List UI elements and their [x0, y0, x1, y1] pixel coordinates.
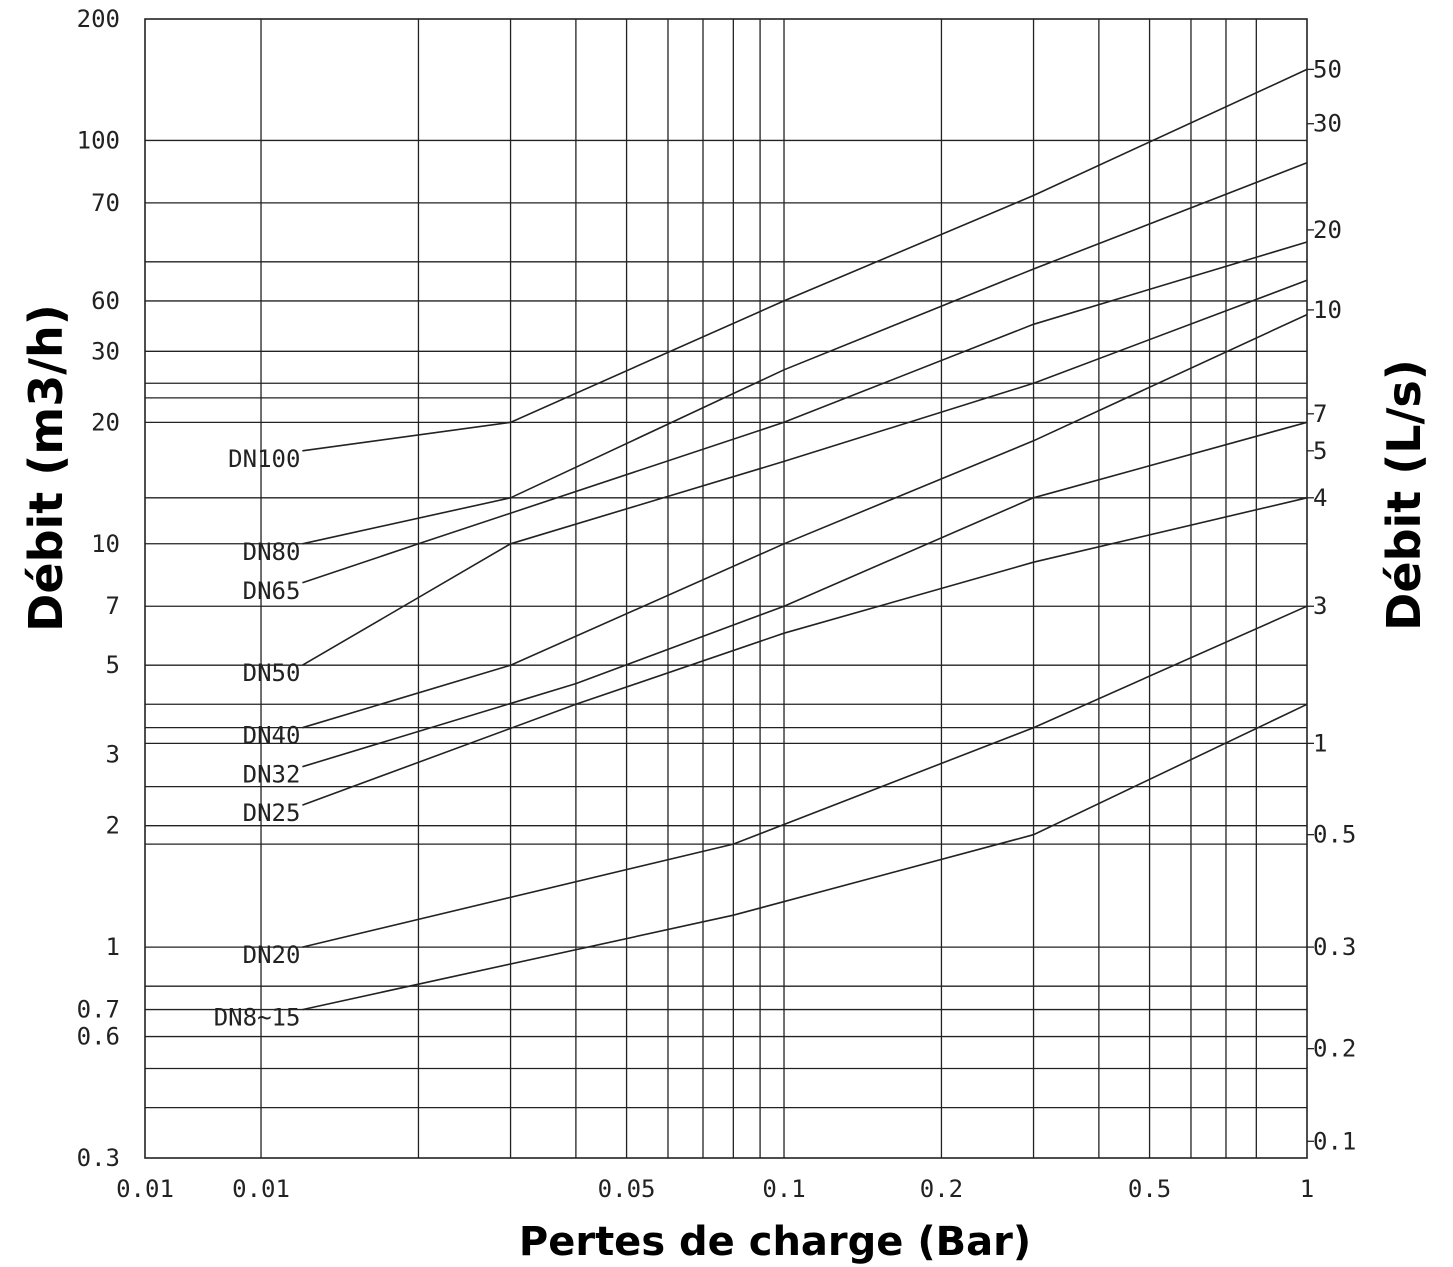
- y-left-tick-label: 5: [106, 651, 120, 679]
- series-label-dn80: DN80: [243, 538, 301, 566]
- y-left-tick-label: 100: [77, 126, 120, 154]
- y-left-tick-label: 0.3: [77, 1144, 120, 1172]
- series-labels: DN100 DN80 DN65 DN50 DN40 DN32 DN25 DN20 DN8~15: [214, 445, 301, 1032]
- y-left-tick-label: 3: [106, 741, 120, 769]
- y-left-tick-label: 20: [91, 408, 120, 436]
- y-left-tick-label: 7: [106, 592, 120, 620]
- series-label-dn65: DN65: [243, 577, 301, 605]
- y-left-tick-label: 60: [91, 287, 120, 315]
- series-line-dn20: [302, 605, 1308, 948]
- y-left-tick-label: 10: [91, 530, 120, 558]
- series-line-dn80: [302, 162, 1308, 545]
- y-right-tick-label: 0.2: [1313, 1035, 1356, 1063]
- series-line-dn50: [301, 279, 1308, 666]
- series-label-dn50: DN50: [243, 659, 301, 687]
- series-label-dn20: DN20: [243, 941, 301, 969]
- y-axis-right-title: Débit (L/s): [1377, 359, 1431, 631]
- x-tick-label: 0.5: [1128, 1175, 1171, 1203]
- y-axis-left-ticks: 200 100 70 60 30 20 10 7 5 3 2 1 0.70.6 0.3: [77, 5, 120, 1172]
- series-label-dn25: DN25: [243, 799, 301, 827]
- y-right-tick-label: 30: [1313, 110, 1342, 138]
- series-label-dn40: DN40: [243, 722, 301, 750]
- y-right-tick-label: 1: [1313, 729, 1327, 757]
- y-right-tick-label: 3: [1313, 592, 1327, 620]
- series-label-dn8-15: DN8~15: [214, 1004, 301, 1032]
- x-tick-label: 0.05: [598, 1175, 656, 1203]
- series-line-dn100: [302, 68, 1308, 452]
- y-left-tick-label: 70: [91, 189, 120, 217]
- y-left-tick-label: 2: [106, 812, 120, 840]
- y-left-tick-label: 200: [77, 5, 120, 33]
- plot-frame: [144, 18, 1308, 1159]
- y-right-tick-label: 20: [1313, 216, 1342, 244]
- series-label-dn32: DN32: [243, 761, 301, 789]
- series-line-dn65: [302, 241, 1308, 584]
- y-left-tick-label: 1: [106, 933, 120, 961]
- x-tick-label: 0.1: [762, 1175, 805, 1203]
- y-left-tick-label: 0.6: [77, 1023, 120, 1051]
- y-axis-left-title: Débit (m3/h): [19, 304, 73, 632]
- grid: [145, 19, 1307, 1158]
- x-tick-label: 0.01: [232, 1175, 290, 1203]
- series-lines: [301, 68, 1308, 1011]
- series-line-dn8-15: [302, 703, 1308, 1011]
- y-left-tick-label: 0.7: [77, 996, 120, 1024]
- series-line-dn32: [302, 421, 1308, 768]
- x-tick-label: 1: [1300, 1175, 1314, 1203]
- y-right-tick-label: 50: [1313, 55, 1342, 83]
- series-line-dn40: [302, 313, 1308, 729]
- y-right-tick-label: 10: [1313, 296, 1342, 324]
- y-right-tick-label: 5: [1313, 437, 1327, 465]
- x-tick-label: 0.2: [920, 1175, 963, 1203]
- series-label-dn100: DN100: [228, 445, 300, 473]
- y-right-tick-label: 0.5: [1313, 821, 1356, 849]
- x-axis-title: Pertes de charge (Bar): [519, 1219, 1031, 1265]
- y-left-tick-label: 30: [91, 337, 120, 365]
- y-right-tick-label: 0.1: [1313, 1127, 1356, 1155]
- y-axis-right-ticks: 50 30 20 10 7 5 4 3 1 0.5 0.3 0.2 0.1: [1307, 55, 1356, 1155]
- y-right-tick-label: 0.3: [1313, 933, 1356, 961]
- x-tick-label: 0.01: [116, 1175, 174, 1203]
- series-line-dn25: [302, 497, 1308, 806]
- x-axis-ticks: 0.01 0.01 0.05 0.1 0.2 0.5 1: [116, 1175, 1314, 1203]
- y-right-tick-label: 4: [1313, 484, 1327, 512]
- y-right-tick-label: 7: [1313, 400, 1327, 428]
